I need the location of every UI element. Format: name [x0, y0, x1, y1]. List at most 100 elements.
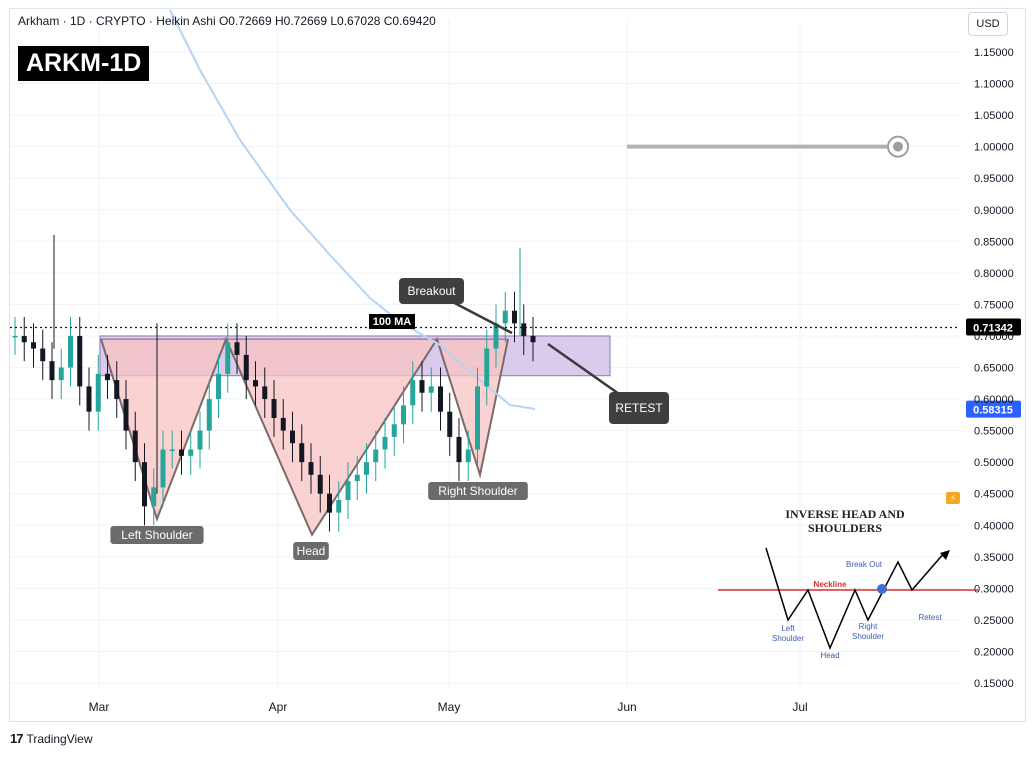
candle-body: [456, 436, 462, 463]
candle-body: [49, 361, 55, 381]
candle-body: [234, 342, 240, 355]
inset-left-shoulder-1: Left: [781, 624, 795, 633]
x-tick-label: Apr: [269, 700, 288, 714]
candle-body: [58, 367, 64, 381]
candle-body: [179, 449, 184, 456]
inset-breakout-label: Break Out: [846, 560, 883, 569]
footer-brand[interactable]: 17 TradingView: [10, 731, 93, 746]
overlays: 100 MA Breakout RETEST Left Shoulder Head Rig…: [10, 135, 1021, 560]
candle-body: [262, 386, 268, 400]
y-tick-label: 0.50000: [974, 457, 1014, 469]
y-tick-label: 0.95000: [974, 173, 1014, 185]
inset-head-label: Head: [820, 651, 839, 660]
current-price-tag-bg: [966, 318, 1021, 336]
y-tick-label: 0.90000: [974, 205, 1014, 217]
candles: [12, 234, 536, 532]
candle-body: [327, 493, 332, 513]
y-tick-label: 0.40000: [974, 520, 1014, 532]
retest-callout-bg: [609, 392, 669, 424]
candle-body: [216, 373, 221, 400]
left-shoulder-tag: Left Shoulder: [121, 528, 192, 542]
right-shoulder-tag: Right Shoulder: [438, 484, 517, 498]
candle-body: [364, 462, 369, 475]
inset-title-1: INVERSE HEAD AND: [785, 507, 905, 521]
candle-body: [354, 474, 360, 482]
candle-body: [465, 449, 471, 463]
candle-body: [290, 430, 295, 444]
candle-body: [86, 386, 92, 412]
inset-pattern-line: [765, 547, 946, 650]
candle-body: [21, 335, 27, 343]
x-axis: Mar Apr May Jun Jul: [89, 700, 808, 714]
candle-body: [31, 342, 36, 349]
y-tick-label: 0.30000: [974, 583, 1014, 595]
candle-body: [382, 436, 388, 450]
y-tick-label: 0.65000: [974, 363, 1014, 375]
y-tick-label: 0.70000: [974, 331, 1014, 343]
candle-body: [243, 354, 249, 381]
alert-icon[interactable]: ⚡: [946, 492, 960, 504]
candle-body: [438, 386, 443, 412]
y-tick-label: 0.45000: [974, 489, 1014, 501]
candle-body: [401, 405, 406, 425]
candle-body: [493, 323, 499, 349]
tradingview-logo-icon: 17: [10, 731, 24, 746]
candle-body: [40, 348, 46, 362]
inset-neckline-label: Neckline: [814, 580, 847, 589]
y-tick-label: 1.00000: [974, 142, 1014, 154]
candle-body: [419, 380, 425, 393]
y-tick-label: 0.75000: [974, 299, 1014, 311]
candle-body: [502, 310, 508, 324]
y-tick-label: 0.60000: [974, 394, 1014, 406]
ma-price-tag: 0.58315: [973, 405, 1013, 417]
inset-retest-label: Retest: [918, 613, 942, 622]
candle-body: [512, 310, 517, 324]
target-dot: [893, 141, 903, 152]
candle-body: [169, 449, 175, 452]
y-axis: 1.15000 1.10000 1.05000 1.00000 0.95000 0.900…: [974, 47, 1014, 690]
candle-body: [114, 380, 120, 400]
candle-body: [151, 487, 157, 507]
x-tick-label: Jul: [792, 700, 807, 714]
head-shoulders-pattern: [100, 336, 509, 537]
candle-body: [123, 399, 129, 431]
current-price-tag: 0.71342: [973, 322, 1013, 334]
y-tick-label: 0.20000: [974, 646, 1014, 658]
pattern-fill: [101, 339, 508, 535]
candle-body: [12, 335, 18, 338]
x-tick-label: Mar: [89, 700, 110, 714]
right-shoulder-tag-bg: [428, 482, 528, 500]
candle-body: [317, 474, 323, 494]
y-tick-label: 0.25000: [974, 615, 1014, 627]
candle-body: [280, 417, 286, 431]
candle-body: [484, 348, 490, 387]
candle-body: [68, 335, 73, 368]
candle-body: [336, 500, 342, 513]
candle-body: [428, 386, 434, 393]
candle-body: [206, 399, 212, 431]
candle-body: [521, 323, 527, 336]
candle-body: [530, 335, 536, 343]
retest-callout: RETEST: [615, 401, 663, 415]
y-tick-label: 0.80000: [974, 268, 1014, 280]
candle-body: [225, 342, 231, 374]
y-tick-label: 0.55000: [974, 426, 1014, 438]
candle-body: [391, 424, 397, 437]
tradingview-label: TradingView: [26, 731, 93, 746]
candle-body: [373, 449, 379, 463]
candle-body: [299, 443, 305, 463]
symbol-badge: ARKM-1D: [18, 46, 150, 81]
candle-body: [410, 380, 416, 406]
symbol-header: Arkham · 1D · CRYPTO · Heikin Ashi O0.72…: [18, 14, 436, 28]
inset-breakout-dot: [877, 584, 887, 594]
y-tick-label: 1.05000: [974, 110, 1014, 122]
breakout-callout: Breakout: [407, 284, 456, 298]
left-shoulder-tag-bg: [110, 526, 204, 544]
ma-label-bg: [369, 314, 415, 329]
currency-button[interactable]: USD: [968, 12, 1008, 36]
pattern-outline: [100, 336, 509, 537]
inset-right-shoulder-2: Shoulder: [852, 632, 884, 641]
head-tag: Head: [297, 544, 326, 558]
